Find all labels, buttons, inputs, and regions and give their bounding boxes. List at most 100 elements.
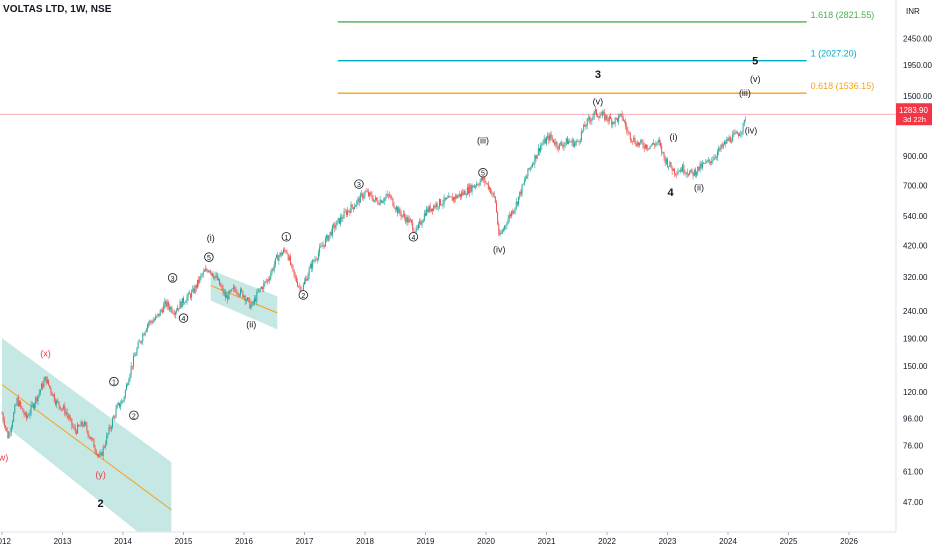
candle — [445, 197, 447, 200]
y-tick-label: 190.00 — [903, 334, 928, 343]
candle — [240, 287, 242, 298]
candle — [216, 272, 218, 281]
candle — [512, 208, 514, 215]
x-tick-label: 2017 — [296, 537, 314, 546]
candle — [541, 142, 543, 150]
candle — [65, 408, 67, 417]
candle — [665, 157, 667, 166]
candle — [400, 210, 402, 221]
candle — [689, 170, 691, 176]
candle — [433, 204, 435, 212]
candle — [358, 196, 360, 207]
candle — [677, 167, 679, 176]
candle — [210, 272, 212, 276]
candle — [428, 205, 430, 214]
candle — [305, 275, 307, 285]
candle — [48, 379, 50, 387]
candle — [336, 220, 338, 226]
candle — [223, 288, 225, 297]
candle — [598, 115, 600, 121]
candle — [149, 319, 151, 327]
candle — [170, 305, 172, 313]
candle — [219, 278, 221, 286]
candle — [464, 189, 466, 195]
candle — [526, 174, 528, 179]
svg-text:5: 5 — [207, 255, 211, 262]
candle — [703, 162, 705, 165]
candle — [391, 194, 393, 201]
candle — [172, 310, 174, 315]
candle — [125, 382, 127, 391]
candle — [43, 377, 45, 389]
candle — [274, 257, 276, 269]
candle — [138, 338, 140, 343]
candle — [243, 294, 245, 300]
candle — [642, 139, 644, 150]
candle — [321, 242, 323, 247]
candle — [641, 138, 643, 145]
candle — [46, 376, 48, 384]
candle — [423, 209, 425, 222]
candle — [208, 270, 210, 273]
candle — [654, 142, 656, 149]
candle — [42, 380, 44, 391]
candle — [359, 192, 361, 203]
candle — [599, 112, 601, 119]
candle — [36, 395, 38, 404]
candle — [229, 289, 231, 295]
candle — [102, 444, 104, 460]
candle — [673, 168, 675, 178]
candle — [699, 160, 701, 173]
candle — [422, 218, 424, 223]
candle — [294, 271, 296, 281]
candle — [278, 254, 280, 265]
candle — [561, 139, 563, 147]
candle — [490, 187, 492, 194]
candle — [607, 117, 609, 126]
candle — [497, 211, 499, 226]
candle — [466, 183, 468, 196]
candle — [317, 249, 319, 262]
candle — [572, 138, 574, 148]
wave-label-major: 2 — [98, 498, 104, 510]
candle — [558, 143, 560, 151]
candle — [625, 118, 627, 130]
candle — [230, 288, 232, 293]
candle — [575, 141, 577, 147]
candle — [682, 163, 684, 173]
channel-midline-1[interactable] — [1, 384, 172, 511]
candle — [573, 139, 575, 149]
candle — [198, 276, 200, 287]
candle — [711, 157, 713, 166]
candle — [591, 117, 593, 125]
candle — [60, 408, 62, 412]
y-tick-label: 61.00 — [903, 468, 924, 477]
candle — [381, 200, 383, 204]
fib-label-1: 1 (2027.20) — [811, 49, 857, 59]
candle — [283, 247, 285, 254]
candle — [435, 200, 437, 211]
candle — [630, 138, 632, 143]
candle — [213, 273, 215, 280]
candle — [186, 294, 188, 305]
candle — [280, 250, 282, 258]
wave-label: (i) — [207, 233, 215, 243]
candle — [651, 142, 653, 146]
candle — [690, 169, 692, 174]
candle — [670, 161, 672, 169]
candle — [114, 414, 116, 421]
candle — [297, 278, 299, 288]
candle — [41, 382, 43, 390]
candle — [685, 171, 687, 178]
candle — [733, 129, 735, 138]
candle — [456, 193, 458, 200]
candle — [9, 428, 11, 437]
candle — [648, 148, 650, 151]
candle — [80, 419, 82, 427]
candle — [684, 169, 686, 176]
candle — [17, 394, 19, 408]
candle — [367, 188, 369, 198]
channel-1[interactable] — [2, 338, 172, 550]
candle — [74, 424, 76, 435]
